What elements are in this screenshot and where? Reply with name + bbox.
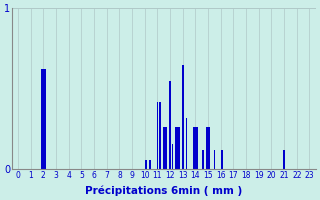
X-axis label: Précipitations 6min ( mm ): Précipitations 6min ( mm ) [85,185,242,196]
Bar [186,118,187,169]
Bar [163,127,167,169]
Bar [172,144,173,169]
Bar [202,150,204,169]
Bar [157,102,158,169]
Bar [193,127,198,169]
Bar [159,102,161,169]
Bar [175,127,180,169]
Bar [145,160,147,169]
Bar [214,150,215,169]
Bar [149,160,151,169]
Bar [169,81,171,169]
Bar [206,127,210,169]
Bar [284,150,285,169]
Bar [182,65,184,169]
Bar [41,69,45,169]
Bar [221,150,223,169]
